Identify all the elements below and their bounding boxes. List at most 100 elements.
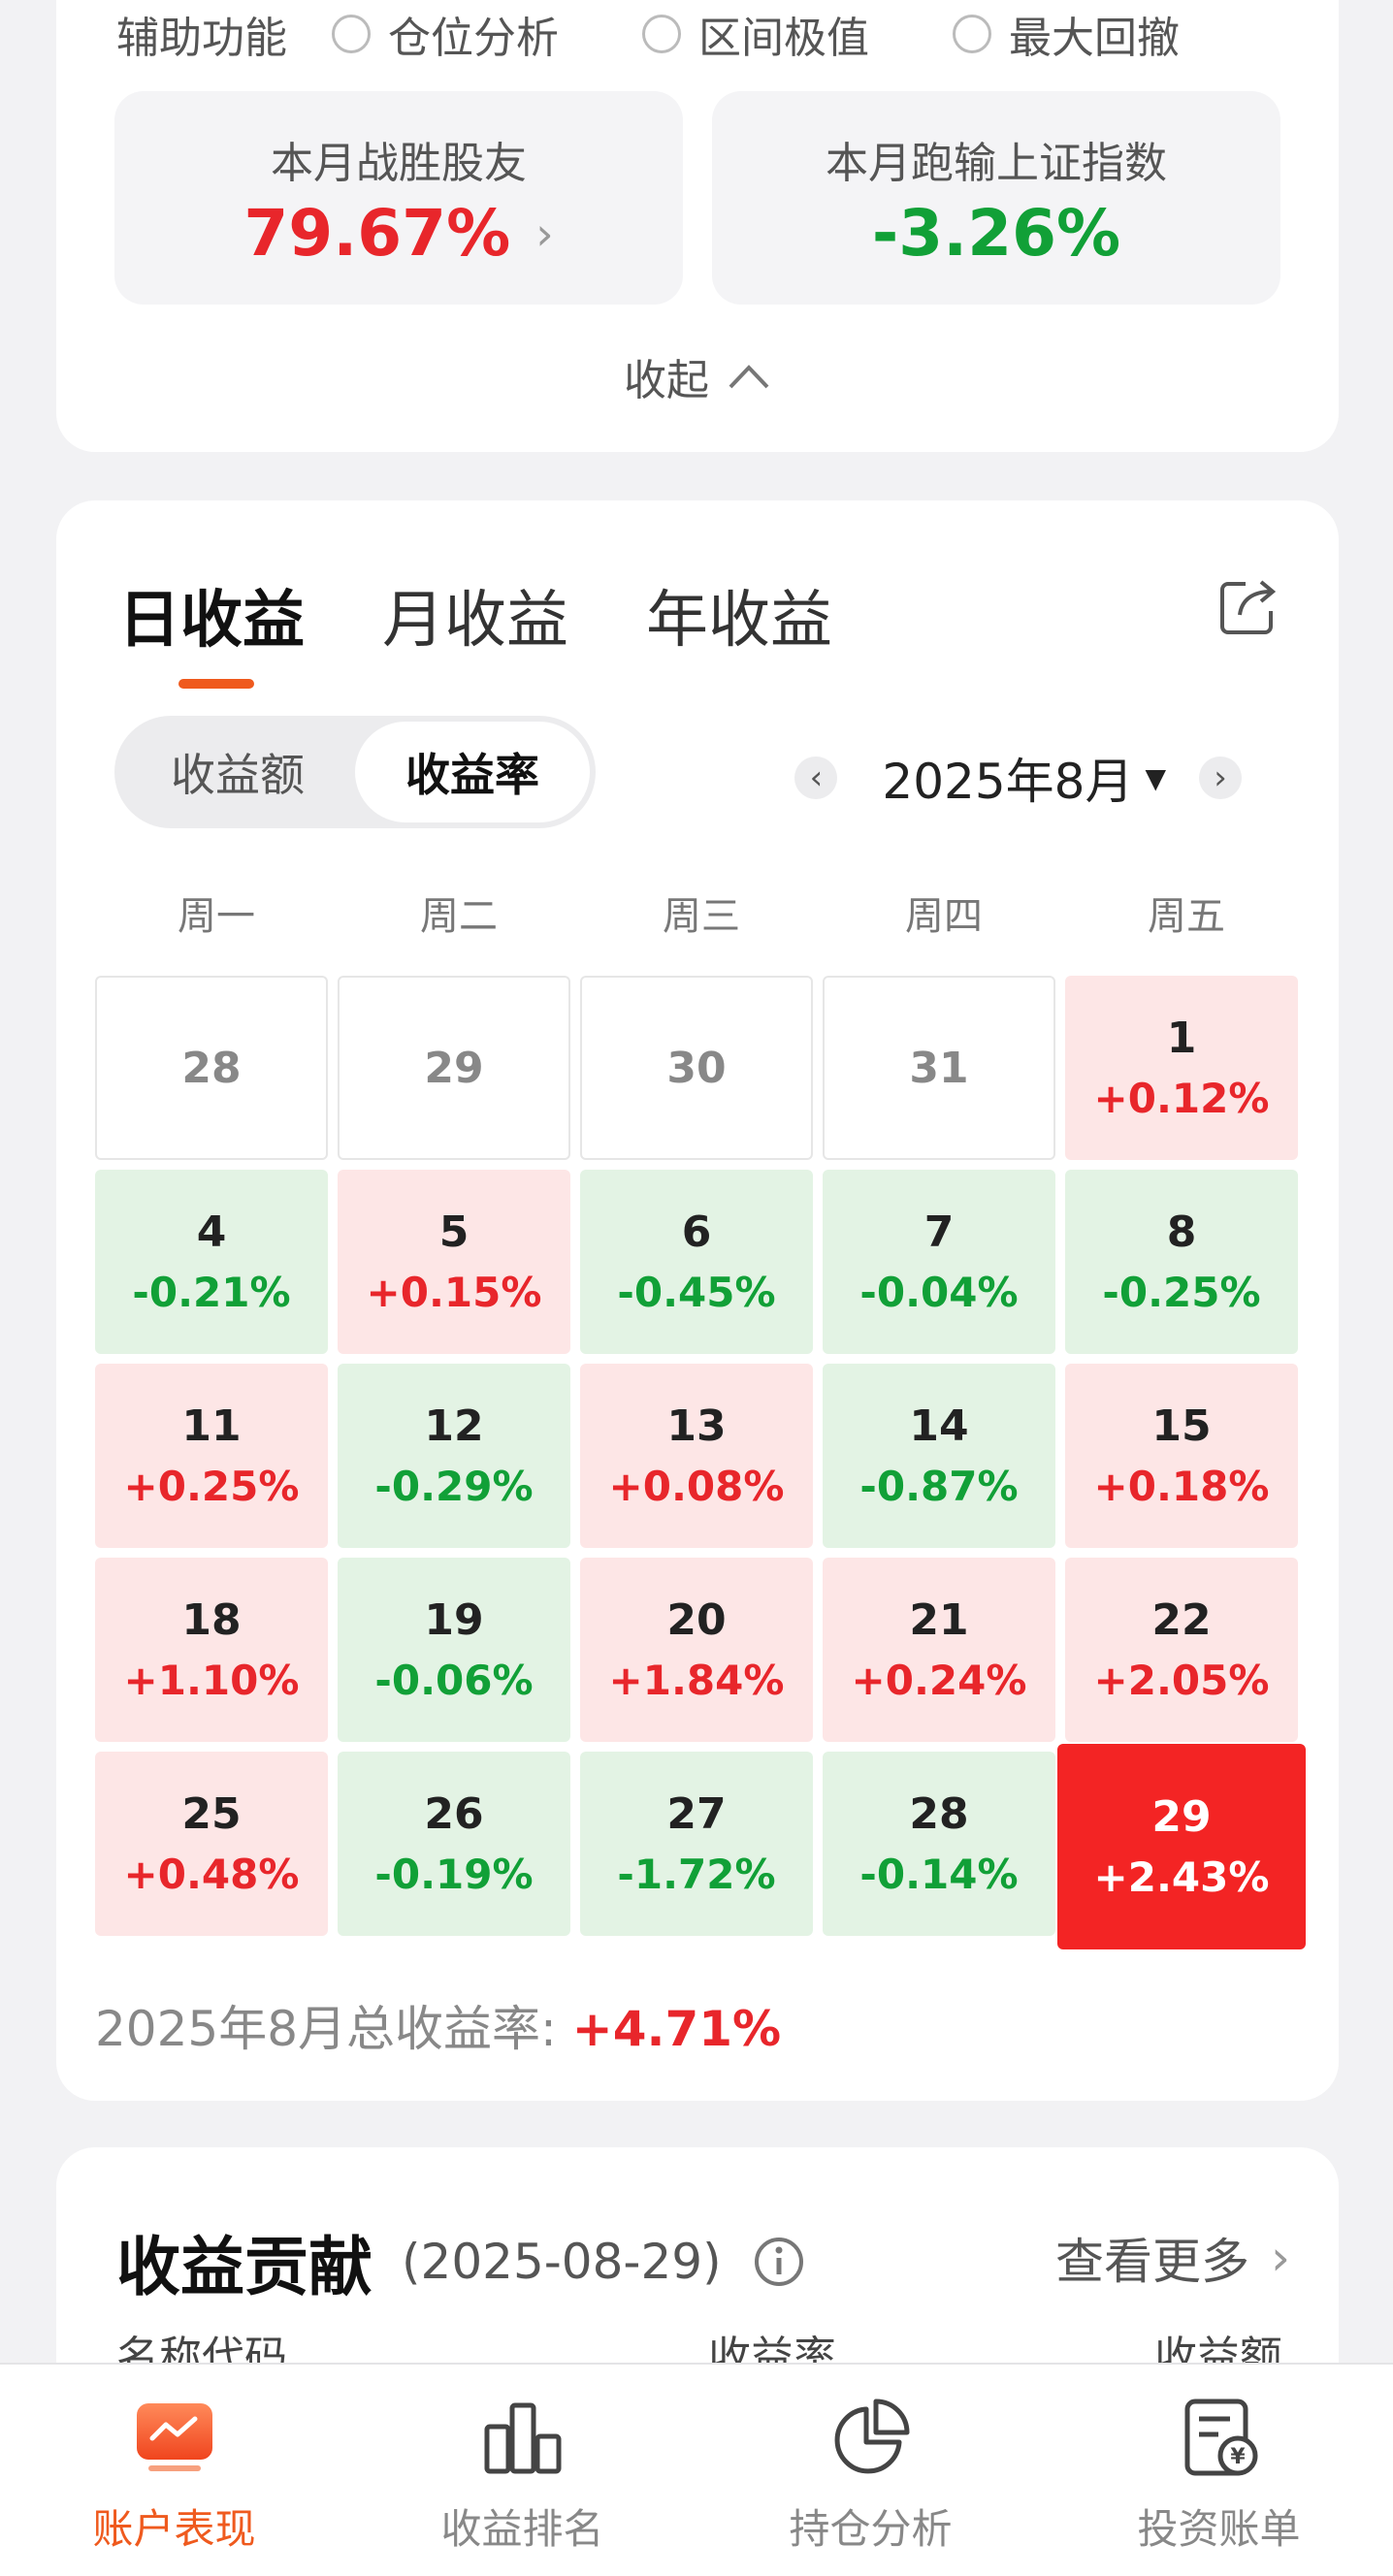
day-return: +0.18% xyxy=(1093,1463,1270,1510)
day-number: 28 xyxy=(909,1789,969,1839)
calendar-day-cell[interactable]: 27 -1.72% xyxy=(580,1752,813,1936)
day-number: 31 xyxy=(909,1043,969,1093)
nav-account-performance[interactable]: 账户表现 xyxy=(0,2365,348,2576)
day-number: 12 xyxy=(424,1401,484,1451)
calendar-day-cell[interactable]: 4 -0.21% xyxy=(95,1170,328,1354)
day-number: 28 xyxy=(181,1043,242,1093)
day-return: -0.25% xyxy=(1102,1269,1261,1316)
calendar-day-cell: 30 xyxy=(580,976,813,1160)
chevron-up-icon xyxy=(729,365,769,389)
day-number: 18 xyxy=(181,1595,242,1645)
day-number: 19 xyxy=(424,1595,484,1645)
weekday-label: 周五 xyxy=(1148,894,1225,939)
tab-daily[interactable]: 日收益 xyxy=(118,570,305,689)
calendar-day-cell[interactable]: 19 -0.06% xyxy=(338,1558,570,1742)
nav-investment-bill[interactable]: ¥ 投资账单 xyxy=(1045,2365,1393,2576)
day-return: -0.45% xyxy=(617,1269,776,1316)
contribution-title: 收益贡献 xyxy=(116,2230,373,2304)
contribution-date: (2025-08-29) xyxy=(402,2234,722,2290)
calendar-day-cell[interactable]: 6 -0.45% xyxy=(580,1170,813,1354)
calendar-day-cell[interactable]: 7 -0.04% xyxy=(823,1170,1055,1354)
month-total: 2025年8月总收益率: +4.71% xyxy=(95,2001,782,2057)
option-position-analysis[interactable]: 仓位分析 xyxy=(332,3,559,65)
chevron-right-icon[interactable]: › xyxy=(1199,757,1242,799)
day-return: +1.10% xyxy=(123,1657,300,1704)
calendar-day-cell[interactable]: 18 +1.10% xyxy=(95,1558,328,1742)
calendar-day-cell[interactable]: 5 +0.15% xyxy=(338,1170,570,1354)
radio-icon xyxy=(953,15,991,53)
aux-function-row: 辅助功能 仓位分析 区间极值 最大回撤 xyxy=(116,0,1300,68)
beat-peers-label: 本月战胜股友 xyxy=(271,139,527,188)
calendar-day-cell[interactable]: 22 +2.05% xyxy=(1065,1558,1298,1742)
day-return: +0.24% xyxy=(851,1657,1027,1704)
weekday-label: 周四 xyxy=(905,894,983,939)
weekday-label: 周一 xyxy=(178,894,255,939)
calendar-day-cell[interactable]: 20 +1.84% xyxy=(580,1558,813,1742)
chevron-left-icon[interactable]: ‹ xyxy=(794,757,838,799)
calendar-day-cell[interactable]: 12 -0.29% xyxy=(338,1364,570,1548)
day-number: 11 xyxy=(181,1401,242,1451)
day-return: -1.72% xyxy=(617,1851,776,1898)
calendar-day-cell[interactable]: 8 -0.25% xyxy=(1065,1170,1298,1354)
day-return: +0.08% xyxy=(608,1463,785,1510)
month-selector: ‹ 2025年8月 ▼ › xyxy=(794,743,1242,813)
day-number: 21 xyxy=(909,1595,969,1645)
day-number: 30 xyxy=(666,1043,727,1093)
value-type-segment: 收益额 收益率 xyxy=(114,716,596,828)
calendar-day-cell[interactable]: 11 +0.25% xyxy=(95,1364,328,1548)
day-return: +2.43% xyxy=(1093,1853,1270,1901)
day-return: -0.29% xyxy=(374,1463,534,1510)
calendar-day-cell[interactable]: 1 +0.12% xyxy=(1065,976,1298,1160)
day-return: -0.14% xyxy=(859,1851,1019,1898)
calendar-day-cell[interactable]: 21 +0.24% xyxy=(823,1558,1055,1742)
day-number: 29 xyxy=(424,1043,484,1093)
radio-icon xyxy=(642,15,681,53)
month-dropdown[interactable]: 2025年8月 ▼ xyxy=(882,754,1166,810)
calendar-day-cell[interactable]: 29 +2.43% xyxy=(1057,1744,1306,1949)
month-total-value: +4.71% xyxy=(571,2001,782,2057)
day-return: -0.21% xyxy=(132,1269,291,1316)
calendar-day-cell[interactable]: 25 +0.48% xyxy=(95,1752,328,1936)
bill-icon: ¥ xyxy=(1184,2399,1257,2476)
calendar-day-cell[interactable]: 28 -0.14% xyxy=(823,1752,1055,1936)
nav-return-ranking[interactable]: 收益排名 xyxy=(348,2365,696,2576)
see-more-link[interactable]: 查看更多 › xyxy=(1055,2230,1290,2290)
day-number: 27 xyxy=(666,1789,727,1839)
info-icon[interactable] xyxy=(753,2236,805,2288)
collapse-button[interactable]: 收起 xyxy=(56,345,1339,407)
day-return: -0.87% xyxy=(859,1463,1019,1510)
day-number: 13 xyxy=(666,1401,727,1451)
svg-text:¥: ¥ xyxy=(1230,2445,1246,2469)
calendar-day-cell: 31 xyxy=(823,976,1055,1160)
tab-yearly[interactable]: 年收益 xyxy=(646,585,832,657)
vs-index-stat: 本月跑输上证指数 -3.26% xyxy=(712,91,1280,305)
day-number: 6 xyxy=(681,1208,712,1257)
chevron-right-icon: › xyxy=(1271,2230,1290,2286)
summary-card: 辅助功能 仓位分析 区间极值 最大回撤 本月战胜股友 79.67% › 本月跑输… xyxy=(56,0,1339,452)
nav-position-analysis[interactable]: 持仓分析 xyxy=(696,2365,1045,2576)
weekday-label: 周二 xyxy=(420,894,498,939)
day-return: +0.15% xyxy=(366,1269,542,1316)
performance-chart-icon xyxy=(136,2403,212,2471)
calendar-day-cell[interactable]: 15 +0.18% xyxy=(1065,1364,1298,1548)
segment-rate[interactable]: 收益率 xyxy=(355,722,590,822)
day-return: +2.05% xyxy=(1093,1657,1270,1704)
beat-peers-value: 79.67% xyxy=(243,196,511,271)
beat-peers-stat[interactable]: 本月战胜股友 79.67% › xyxy=(114,91,683,305)
calendar-day-cell[interactable]: 26 -0.19% xyxy=(338,1752,570,1936)
day-number: 26 xyxy=(424,1789,484,1839)
option-max-drawdown[interactable]: 最大回撤 xyxy=(953,3,1180,65)
caret-down-icon: ▼ xyxy=(1145,761,1166,794)
tab-monthly[interactable]: 月收益 xyxy=(382,585,568,657)
pie-chart-icon xyxy=(834,2399,909,2474)
contribution-header: 收益贡献 (2025-08-29) xyxy=(116,2215,805,2308)
day-return: -0.19% xyxy=(374,1851,534,1898)
calendar-day-cell[interactable]: 13 +0.08% xyxy=(580,1364,813,1548)
chevron-right-icon: › xyxy=(535,207,554,260)
day-return: +0.25% xyxy=(123,1463,300,1510)
segment-amount[interactable]: 收益额 xyxy=(171,749,305,801)
option-range-extreme[interactable]: 区间极值 xyxy=(642,3,869,65)
calendar-day-cell[interactable]: 14 -0.87% xyxy=(823,1364,1055,1548)
share-icon[interactable] xyxy=(1216,574,1280,638)
day-number: 15 xyxy=(1151,1401,1212,1451)
